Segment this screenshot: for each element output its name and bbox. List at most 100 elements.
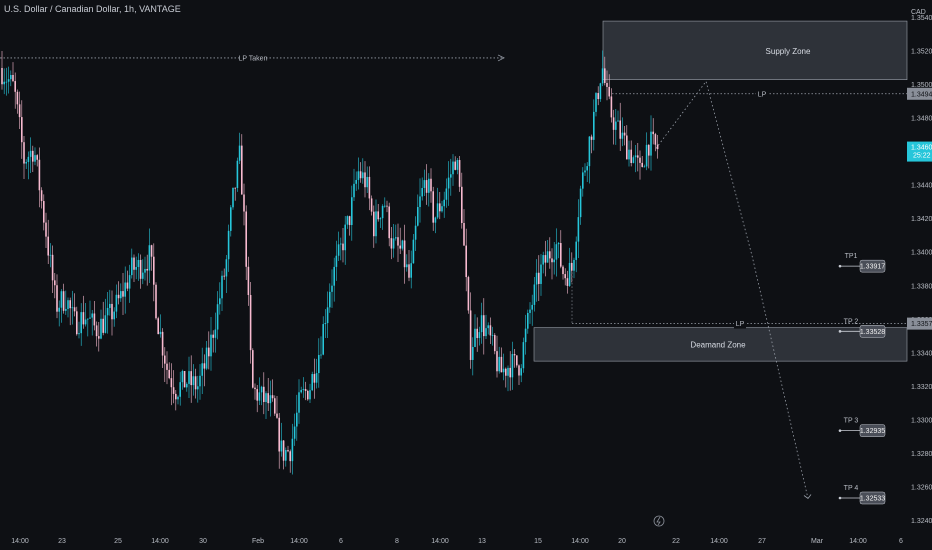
candle [419, 178, 421, 223]
candle-body [7, 79, 10, 82]
candle-body [113, 311, 115, 320]
candle-body [153, 256, 155, 285]
candle-body [56, 285, 58, 312]
candle [465, 228, 467, 292]
candle-body [311, 374, 313, 391]
candle [298, 379, 300, 424]
candle-body [348, 216, 351, 226]
candle [205, 341, 208, 371]
candle-body [579, 188, 582, 218]
candle [58, 300, 60, 327]
candle-body [192, 376, 195, 386]
tp-label: TP 2 [844, 318, 859, 325]
candle [381, 204, 384, 230]
candle-body [254, 387, 256, 390]
candle [142, 259, 144, 285]
candle-body [520, 368, 522, 376]
candle-body [494, 335, 496, 352]
candle-body [278, 417, 280, 452]
candle [588, 136, 591, 184]
candle-body [271, 395, 274, 399]
candle [507, 365, 509, 392]
current-price: 1.34601 [911, 145, 932, 152]
candle [461, 172, 463, 229]
candle [214, 312, 217, 353]
candle-body [544, 255, 547, 263]
candle-body [597, 93, 599, 100]
candle-body [392, 238, 395, 249]
candle [412, 234, 415, 264]
candle-body [289, 451, 291, 462]
candle [150, 244, 153, 271]
zones-layer: Supply Zone Deamand Zone [533, 20, 908, 362]
candle-body [434, 217, 437, 223]
candle [379, 217, 382, 229]
tp-price-value: 1.33528 [860, 329, 885, 336]
currency-label: CAD [911, 9, 926, 16]
candle-body [104, 315, 107, 333]
take-profit-marker: TP 31.32935 [838, 418, 885, 437]
candle [579, 185, 582, 225]
candle [496, 335, 498, 378]
candle [153, 243, 155, 302]
candle-body [421, 187, 423, 197]
candle-body [656, 144, 659, 150]
candle-body [546, 251, 549, 263]
x-tick-label: 27 [758, 538, 766, 545]
candle-body [227, 230, 230, 260]
candle-body [230, 207, 232, 231]
candle [260, 385, 263, 406]
candle-body [60, 291, 63, 308]
demand-zone [533, 327, 908, 362]
y-tick-label: 1.35200 [911, 49, 932, 56]
candle-body [524, 328, 527, 343]
candle-body [309, 390, 311, 400]
candle [133, 254, 135, 282]
candle [161, 328, 164, 368]
candle-body [80, 312, 82, 334]
lp-taken-bg [240, 52, 266, 63]
candle-body [447, 177, 450, 189]
candle [10, 70, 12, 87]
candle [553, 242, 555, 275]
candle [181, 369, 184, 390]
candle-body [302, 389, 305, 390]
candle [175, 390, 177, 411]
candle-body [69, 300, 71, 309]
tp-dot [838, 264, 842, 268]
candle-body [282, 440, 285, 461]
candle-body [650, 131, 652, 156]
candle-body [456, 160, 459, 170]
candle-body [62, 291, 65, 311]
candle-body [417, 207, 419, 226]
candle-body [243, 194, 245, 212]
candle-body [179, 382, 181, 397]
candle [104, 298, 107, 334]
candle [201, 347, 203, 395]
candle [227, 224, 230, 272]
candle-body [144, 268, 146, 273]
candle-body [194, 376, 197, 390]
candle [542, 251, 544, 274]
candle-body [36, 155, 38, 160]
candle [186, 382, 188, 392]
candle [364, 161, 366, 198]
lp-lower-price: 1.33574 [911, 321, 932, 328]
candle [478, 326, 481, 346]
candle-body [65, 308, 67, 311]
candle-body [645, 144, 648, 167]
candle [60, 289, 63, 323]
candle-body [599, 83, 602, 100]
candle-body [205, 347, 208, 369]
candle [516, 355, 518, 368]
candle [95, 321, 98, 347]
candle-body [467, 277, 470, 311]
candle-body [555, 244, 558, 260]
candle [300, 386, 302, 394]
candle-body [166, 363, 168, 370]
candle [575, 236, 577, 273]
candle-body [461, 186, 463, 224]
candle-body [190, 371, 192, 386]
candle-body [285, 450, 287, 461]
